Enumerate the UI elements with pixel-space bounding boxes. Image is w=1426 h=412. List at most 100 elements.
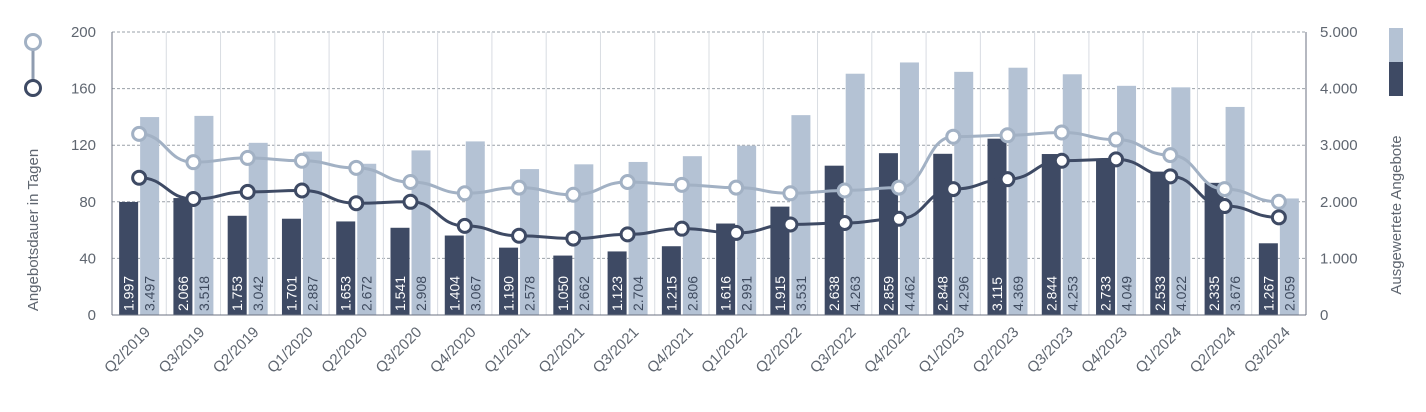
bar-value-label: 2.887 [304, 276, 320, 311]
x-tick-label: Q2/2019 [210, 324, 263, 377]
y2-tick-label: 1.000 [1320, 250, 1358, 267]
bar-dark [1096, 160, 1116, 315]
bar-dark [227, 215, 247, 315]
x-tick-label: Q2/2023 [970, 324, 1023, 377]
bar-value-label: 3.531 [793, 276, 809, 311]
line-point-dark [348, 195, 365, 212]
bar-value-label: 3.115 [989, 277, 1005, 311]
bar-dark [281, 218, 301, 315]
lines [131, 124, 1287, 247]
bar-value-label: 2.335 [1206, 276, 1222, 311]
line-point-light [999, 127, 1016, 144]
line-point-dark [1270, 209, 1287, 226]
line-point-dark [1108, 151, 1125, 168]
x-tick-label: Q1/2021 [481, 324, 534, 377]
line-point-dark [999, 171, 1016, 188]
bar-dark [119, 201, 139, 315]
bar-light [1008, 67, 1028, 315]
bar-light [1225, 106, 1245, 315]
bar-value-label: 1.215 [663, 276, 679, 311]
line-point-light [131, 125, 148, 142]
bar-dark [607, 251, 627, 315]
bar-value-label: 1.915 [772, 276, 788, 311]
bar-light [628, 161, 648, 315]
bar-light [465, 141, 485, 315]
line-point-dark [619, 226, 636, 243]
line-point-dark [293, 182, 310, 199]
bar-value-label: 2.066 [175, 276, 191, 311]
x-tick-label: Q4/2022 [861, 324, 914, 377]
line-point-light [1053, 124, 1070, 141]
bar-value-label: 2.672 [359, 276, 375, 311]
bar-value-label: 4.263 [847, 276, 863, 311]
bar-light [682, 156, 702, 315]
legend-dark-line-marker [24, 79, 42, 97]
bar-value-label: 1.190 [501, 276, 517, 311]
y-tick-label: 80 [79, 194, 96, 211]
line-point-dark [131, 169, 148, 186]
line-point-light [728, 179, 745, 196]
line-point-light [782, 185, 799, 202]
bar-dark [553, 255, 573, 315]
bar-light [140, 117, 160, 316]
bar-value-label: 1.050 [555, 276, 571, 311]
x-tick-label: Q4/2021 [644, 324, 697, 377]
y2-axis-title: Ausgewertete Angebote [1388, 135, 1405, 294]
bar-value-label: 1.997 [121, 276, 137, 311]
line-point-light [239, 149, 256, 166]
bar-dark [878, 153, 898, 315]
line-point-light [619, 173, 636, 190]
line-point-light [836, 182, 853, 199]
y-tick-label: 200 [71, 24, 96, 41]
bar-dark [1258, 243, 1278, 315]
bar-light [845, 73, 865, 315]
line-point-dark [565, 230, 582, 247]
line-point-dark [1216, 198, 1233, 215]
line-point-dark [673, 220, 690, 237]
bar-value-label: 2.059 [1281, 276, 1297, 311]
y2-tick-label: 4.000 [1320, 81, 1358, 98]
line-series-dark [139, 157, 1279, 241]
y-tick-label: 120 [71, 137, 96, 154]
bar-value-label: 2.806 [684, 276, 700, 311]
bar-value-label: 2.908 [413, 276, 429, 311]
line-point-dark [1053, 152, 1070, 169]
bar-dark [1041, 154, 1061, 315]
bars: 1.997 3.497 2.066 3.518 1.753 3.042 1.701 2.887… [119, 62, 1299, 316]
line-point-dark [890, 210, 907, 227]
line-point-light [456, 185, 473, 202]
bar-legend [1389, 28, 1403, 96]
bar-value-label: 1.616 [718, 276, 734, 311]
line-point-dark [1162, 168, 1179, 185]
bar-dark [390, 227, 410, 315]
y2-tick-label: 2.000 [1320, 194, 1358, 211]
x-tick-label: Q3/2019 [156, 324, 209, 377]
line-point-dark [402, 193, 419, 210]
line-point-dark [945, 181, 962, 198]
x-tick-label: Q2/2022 [753, 324, 806, 377]
x-tick-label: Q1/2020 [264, 324, 317, 377]
y-tick-label: 0 [88, 307, 96, 324]
bar-value-label: 3.676 [1227, 276, 1243, 311]
bar-value-label: 2.733 [1098, 276, 1114, 311]
bar-light [411, 150, 431, 315]
bar-value-label: 4.462 [901, 276, 917, 311]
line-point-light [348, 159, 365, 176]
bar-value-label: 1.653 [338, 276, 354, 311]
x-tick-label: Q1/2022 [698, 324, 751, 377]
y-tick-label: 160 [71, 81, 96, 98]
bar-light [248, 142, 268, 315]
bar-value-label: 2.638 [826, 276, 842, 311]
x-tick-label: Q4/2020 [427, 324, 480, 377]
bar-value-label: 2.848 [935, 276, 951, 311]
line-point-dark [239, 183, 256, 200]
bar-value-label: 2.991 [739, 276, 755, 311]
bar-value-label: 1.267 [1260, 276, 1276, 311]
line-point-dark [456, 217, 473, 234]
legend-dark-bar-swatch [1389, 62, 1403, 96]
bar-light [520, 169, 540, 315]
legend-light-line-marker [24, 33, 42, 51]
x-tick-label: Q3/2024 [1241, 324, 1294, 377]
line-point-light [511, 179, 528, 196]
